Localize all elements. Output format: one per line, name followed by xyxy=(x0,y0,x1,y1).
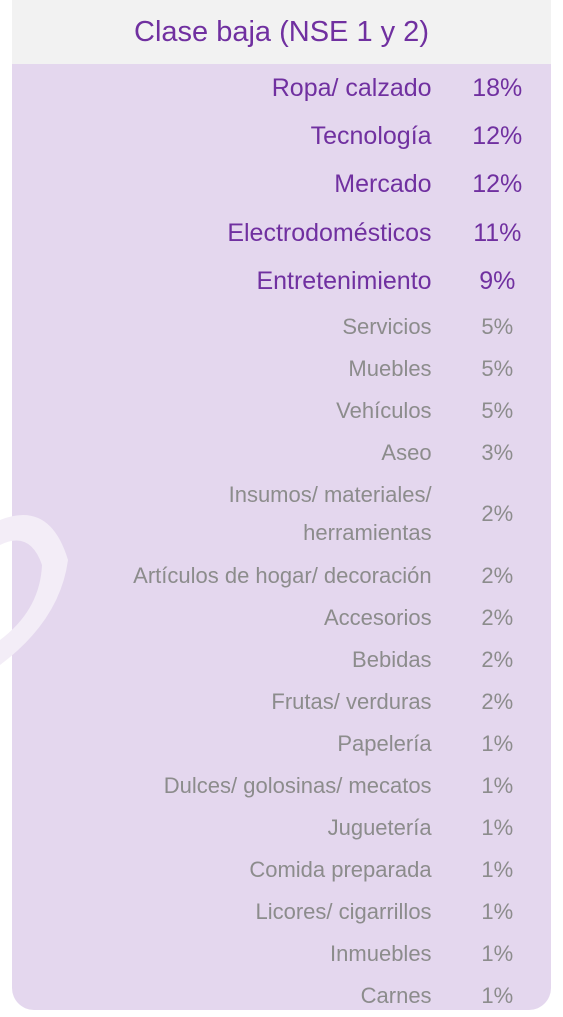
row-value: 11% xyxy=(473,218,522,247)
table-title: Clase baja (NSE 1 y 2) xyxy=(12,0,551,64)
table-row: Licores/ cigarrillos 1% xyxy=(0,891,563,933)
row-label-text: Tecnología xyxy=(310,122,432,151)
row-label: Carnes xyxy=(0,983,432,1009)
row-label-text: Electrodomésticos xyxy=(227,218,432,247)
row-value: 9% xyxy=(479,267,516,296)
row-label-text: Papelería xyxy=(337,730,432,756)
decoration-arc xyxy=(0,515,68,665)
table-row: Vehículos 5% xyxy=(0,390,563,432)
row-label: Ropa/ calzado xyxy=(0,74,432,103)
table-row: Tecnología 12% xyxy=(0,112,563,160)
row-label: Comida preparada xyxy=(0,856,432,883)
row-label: Entretenimiento xyxy=(0,267,432,296)
row-label: Papelería xyxy=(0,730,432,757)
row-label: Frutas/ verduras xyxy=(0,688,432,715)
row-label-text: Insumos/ materiales/ herramientas xyxy=(228,482,432,546)
row-label-text: Artículos de hogar/ decoración xyxy=(133,562,432,588)
row-label: Insumos/ materiales/ herramientas xyxy=(0,476,432,552)
row-label: Licores/ cigarrillos xyxy=(0,899,432,925)
row-value: 2% xyxy=(481,501,514,527)
row-label-text: Bebidas xyxy=(352,646,432,672)
row-value: 1% xyxy=(481,772,514,798)
row-label-text: Accesorios xyxy=(323,604,432,630)
row-value: 12% xyxy=(472,170,523,199)
table-row: Inmuebles 1% xyxy=(0,933,563,975)
row-label-text: Servicios xyxy=(342,313,432,339)
table-row: Carnes 1% xyxy=(0,975,563,1017)
row-label: Accesorios xyxy=(0,605,432,631)
row-label: Servicios xyxy=(0,313,432,340)
row-label: Vehículos xyxy=(0,397,432,424)
table-panel xyxy=(12,64,551,1010)
row-label: Aseo xyxy=(0,439,432,466)
row-value: 5% xyxy=(481,397,514,423)
row-value: 1% xyxy=(481,814,514,840)
row-label-text: Frutas/ verduras xyxy=(271,688,432,714)
table-row: Accesorios 2% xyxy=(0,597,563,639)
table-row: Insumos/ materiales/ herramientas 2% xyxy=(0,474,563,555)
table-row: Bebidas 2% xyxy=(0,639,563,681)
row-label: Dulces/ golosinas/ mecatos xyxy=(0,773,432,799)
row-label: Bebidas xyxy=(0,647,432,673)
row-value: 12% xyxy=(472,122,523,151)
table-row: Dulces/ golosinas/ mecatos 1% xyxy=(0,765,563,807)
row-value: 1% xyxy=(481,982,514,1008)
row-label-text: Muebles xyxy=(348,355,432,381)
row-label: Artículos de hogar/ decoración xyxy=(0,562,432,589)
row-label: Mercado xyxy=(0,170,432,199)
table-row: Comida preparada 1% xyxy=(0,849,563,891)
row-value: 1% xyxy=(481,856,514,882)
row-value: 5% xyxy=(481,355,514,381)
decoration xyxy=(0,515,68,665)
table-row: Ropa/ calzado 18% xyxy=(0,64,563,112)
table-row: Mercado 12% xyxy=(0,161,563,209)
row-label-text: Aseo xyxy=(381,439,432,465)
row-label: Electrodomésticos xyxy=(0,218,432,248)
table-row: Juguetería 1% xyxy=(0,807,563,849)
row-value: 18% xyxy=(472,73,523,102)
row-label-text: Comida preparada xyxy=(249,856,432,882)
row-value: 1% xyxy=(481,898,514,924)
row-label: Muebles xyxy=(0,355,432,382)
row-value: 1% xyxy=(481,940,514,966)
row-label-text: Entretenimiento xyxy=(256,267,432,296)
row-label-text: Dulces/ golosinas/ mecatos xyxy=(163,772,432,798)
row-value: 2% xyxy=(481,688,514,714)
row-value: 2% xyxy=(481,562,514,588)
row-label-text: Vehículos xyxy=(336,397,432,423)
row-label: Juguetería xyxy=(0,815,432,841)
row-label-text: Mercado xyxy=(334,170,432,199)
table-row: Frutas/ verduras 2% xyxy=(0,681,563,723)
table-row: Aseo 3% xyxy=(0,432,563,474)
row-value: 3% xyxy=(481,439,514,465)
table-body: Ropa/ calzado 18% Tecnología 12% Mercado 12% E… xyxy=(0,64,563,1017)
row-value: 2% xyxy=(481,646,514,672)
row-label-text: Juguetería xyxy=(327,814,432,840)
row-label-text: Licores/ cigarrillos xyxy=(255,898,432,924)
table-row: Entretenimiento 9% xyxy=(0,258,563,306)
table-row: Servicios 5% xyxy=(0,306,563,348)
row-label: Tecnología xyxy=(0,122,432,151)
row-value: 2% xyxy=(481,604,514,630)
table-row: Papelería 1% xyxy=(0,723,563,765)
table-row: Muebles 5% xyxy=(0,348,563,390)
row-value: 5% xyxy=(481,313,514,339)
row-value: 1% xyxy=(481,730,514,756)
table-row: Artículos de hogar/ decoración 2% xyxy=(0,555,563,597)
row-label: Inmuebles xyxy=(0,941,432,967)
table-row: Electrodomésticos 11% xyxy=(0,209,563,257)
row-label-text: Inmuebles xyxy=(330,940,432,966)
row-label-text: Carnes xyxy=(360,982,432,1008)
row-label-text: Ropa/ calzado xyxy=(271,73,432,102)
